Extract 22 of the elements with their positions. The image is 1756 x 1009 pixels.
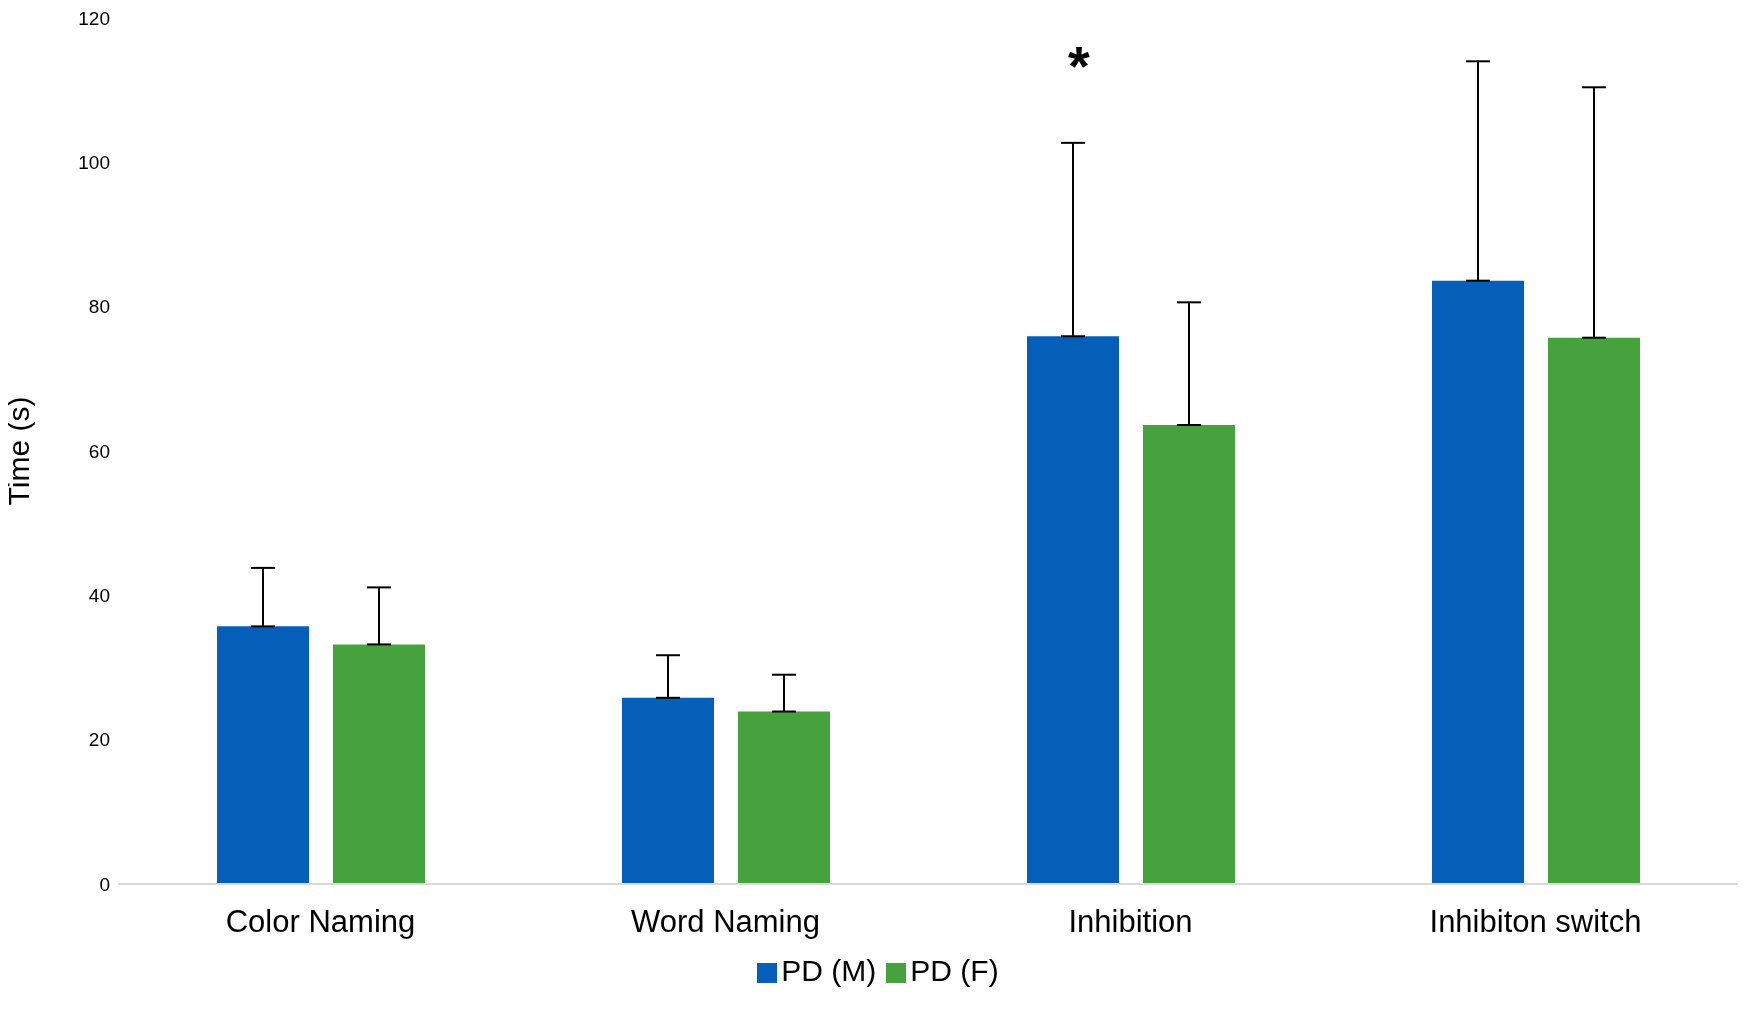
bar	[1143, 425, 1235, 884]
legend-label: PD (F)	[910, 954, 999, 987]
y-tick-label: 20	[88, 729, 110, 751]
y-tick-label: 60	[88, 440, 110, 462]
x-tick-label: Inhibition	[1068, 904, 1193, 940]
y-tick-label: 80	[88, 296, 110, 318]
bar	[1432, 280, 1524, 884]
x-tick-label: Color Naming	[225, 904, 416, 940]
x-tick-label: Inhibiton switch	[1429, 904, 1642, 940]
bar	[217, 626, 309, 884]
y-tick-label: 40	[88, 585, 110, 607]
bar	[738, 711, 830, 884]
bar	[1027, 336, 1119, 884]
bar	[622, 697, 714, 884]
bar	[333, 644, 425, 884]
bar	[1548, 337, 1640, 884]
annotation: *	[1068, 34, 1090, 97]
y-tick-label: 120	[78, 7, 110, 29]
y-tick-label: 100	[78, 152, 110, 174]
legend-label: PD (M)	[781, 954, 877, 987]
y-tick-label: 0	[99, 873, 110, 895]
x-tick-label: Word Naming	[631, 904, 820, 940]
